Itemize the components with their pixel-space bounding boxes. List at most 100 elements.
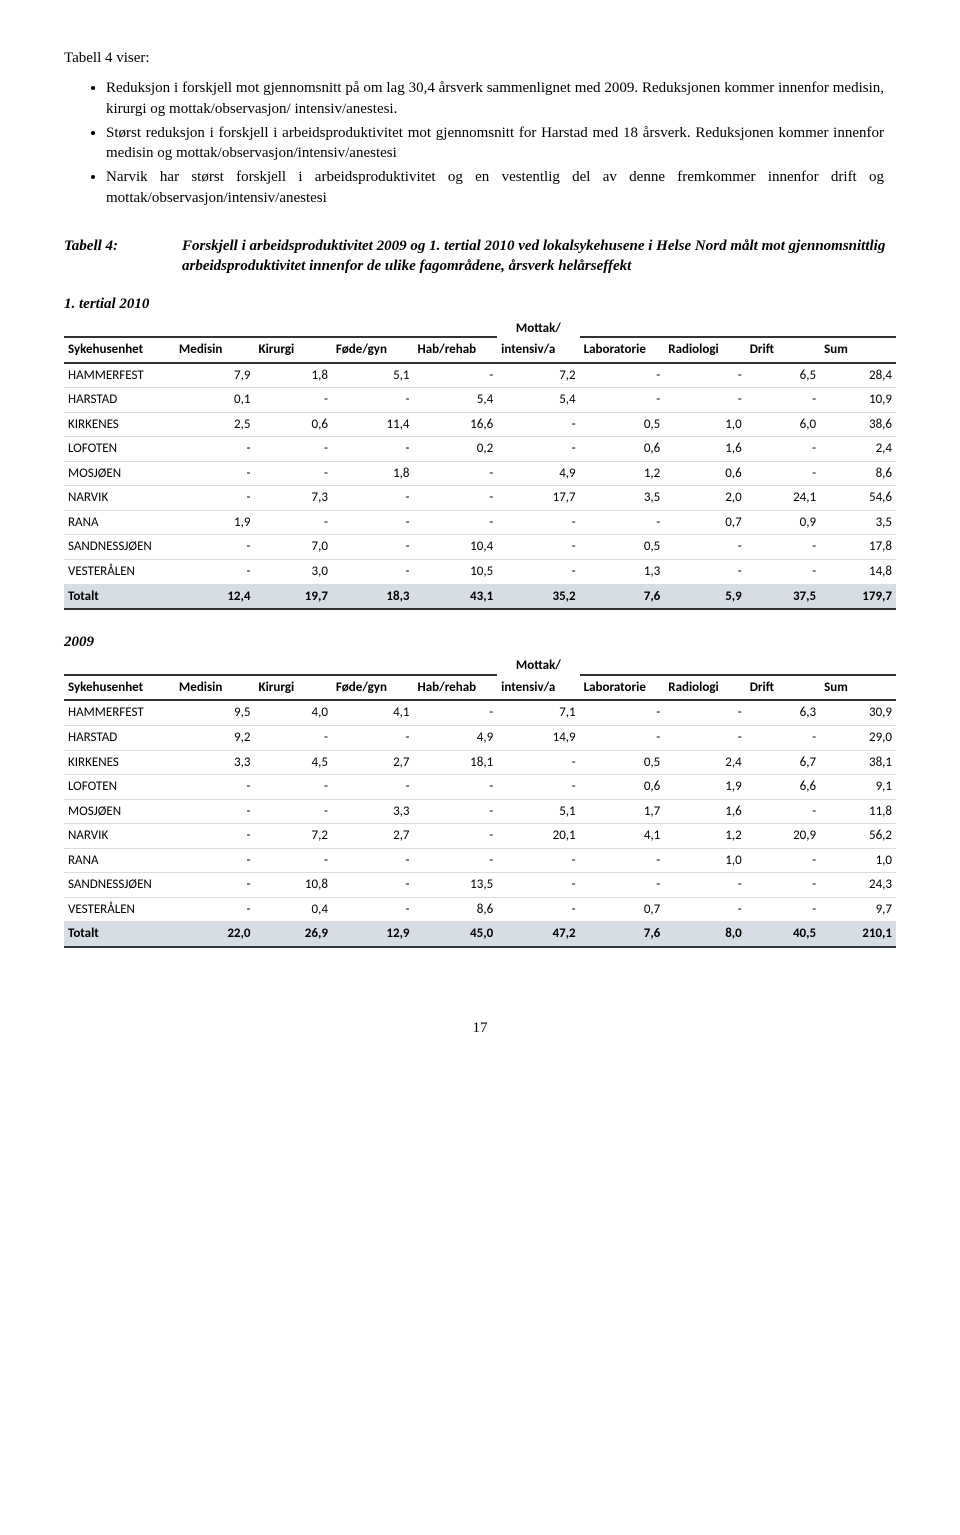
cell: - (746, 461, 820, 486)
cell: 0,6 (580, 775, 665, 800)
cell: 1,3 (580, 559, 665, 584)
cell: - (332, 559, 414, 584)
cell: 9,2 (175, 725, 255, 750)
col-header: Drift (746, 337, 820, 363)
bullet-item: Størst reduksjon i forskjell i arbeidspr… (106, 123, 896, 164)
cell: 56,2 (820, 824, 896, 849)
col-header: Føde/gyn (332, 337, 414, 363)
cell: 4,9 (497, 461, 579, 486)
total-cell: 19,7 (254, 584, 331, 609)
cell: 0,6 (254, 412, 331, 437)
mottak-header-top: Mottak/ (497, 654, 579, 675)
cell: 2,7 (332, 824, 414, 849)
table-row: KIRKENES2,50,611,416,6-0,51,06,038,6 (64, 412, 896, 437)
table-row: HAMMERFEST7,91,85,1-7,2--6,528,4 (64, 363, 896, 388)
total-row: Totalt12,419,718,343,135,27,65,937,5179,… (64, 584, 896, 609)
row-label: VESTERÅLEN (64, 559, 175, 584)
table-2010: Mottak/ Sykehusenhet Medisin Kirurgi Fød… (64, 317, 896, 611)
cell: 54,6 (820, 486, 896, 511)
total-cell: 45,0 (414, 922, 498, 947)
cell: - (580, 725, 665, 750)
table-row: LOFOTEN---0,2-0,61,6-2,4 (64, 437, 896, 462)
cell: 4,5 (254, 750, 331, 775)
total-label: Totalt (64, 584, 175, 609)
cell: - (175, 799, 255, 824)
cell: - (254, 775, 331, 800)
bullet-list: Reduksjon i forskjell mot gjennomsnitt p… (64, 78, 896, 208)
cell: 1,0 (664, 412, 745, 437)
col-header: Sum (820, 337, 896, 363)
cell: - (254, 388, 331, 413)
col-header: Medisin (175, 337, 255, 363)
cell: - (580, 388, 665, 413)
intro-text: Tabell 4 viser: (64, 48, 896, 68)
cell: 9,7 (820, 897, 896, 922)
cell: 2,4 (820, 437, 896, 462)
cell: 0,6 (580, 437, 665, 462)
bullet-item: Narvik har størst forskjell i arbeidspro… (106, 167, 896, 208)
table-row: KIRKENES3,34,52,718,1-0,52,46,738,1 (64, 750, 896, 775)
total-cell: 47,2 (497, 922, 579, 947)
table-row: NARVIK-7,22,7-20,14,11,220,956,2 (64, 824, 896, 849)
cell: 24,3 (820, 873, 896, 898)
cell: 5,1 (332, 363, 414, 388)
table-row: HARSTAD0,1--5,45,4---10,9 (64, 388, 896, 413)
cell: - (175, 873, 255, 898)
cell: 1,6 (664, 799, 745, 824)
cell: - (497, 559, 579, 584)
cell: 3,0 (254, 559, 331, 584)
total-cell: 26,9 (254, 922, 331, 947)
cell: 3,5 (820, 510, 896, 535)
subheading-2009: 2009 (64, 632, 896, 652)
total-cell: 12,9 (332, 922, 414, 947)
caption-label: Tabell 4: (64, 236, 182, 277)
cell: - (254, 848, 331, 873)
cell: 17,7 (497, 486, 579, 511)
cell: - (497, 775, 579, 800)
cell: - (746, 897, 820, 922)
cell: 1,2 (580, 461, 665, 486)
row-label: KIRKENES (64, 412, 175, 437)
cell: 4,1 (332, 700, 414, 725)
table-2009: Mottak/ Sykehusenhet Medisin Kirurgi Fød… (64, 654, 896, 948)
cell: - (254, 510, 331, 535)
cell: 7,3 (254, 486, 331, 511)
page-number: 17 (64, 1018, 896, 1038)
row-label: SANDNESSJØEN (64, 535, 175, 560)
col-header: intensiv/a (497, 337, 579, 363)
col-header: Radiologi (664, 675, 745, 701)
cell: 6,5 (746, 363, 820, 388)
total-cell: 12,4 (175, 584, 255, 609)
cell: - (580, 700, 665, 725)
cell: 7,9 (175, 363, 255, 388)
cell: 2,7 (332, 750, 414, 775)
cell: - (332, 486, 414, 511)
cell: - (332, 510, 414, 535)
cell: 5,4 (497, 388, 579, 413)
total-cell: 7,6 (580, 922, 665, 947)
cell: 7,0 (254, 535, 331, 560)
row-label: HAMMERFEST (64, 363, 175, 388)
cell: 4,9 (414, 725, 498, 750)
table-row: NARVIK-7,3--17,73,52,024,154,6 (64, 486, 896, 511)
bullet-item: Reduksjon i forskjell mot gjennomsnitt p… (106, 78, 896, 119)
cell: 4,0 (254, 700, 331, 725)
cell: 16,6 (414, 412, 498, 437)
cell: 9,5 (175, 700, 255, 725)
cell: - (746, 848, 820, 873)
total-cell: 5,9 (664, 584, 745, 609)
total-cell: 40,5 (746, 922, 820, 947)
cell: 2,0 (664, 486, 745, 511)
cell: - (332, 437, 414, 462)
table-row: HARSTAD9,2--4,914,9---29,0 (64, 725, 896, 750)
cell: - (746, 388, 820, 413)
cell: - (497, 437, 579, 462)
cell: 8,6 (820, 461, 896, 486)
cell: 6,7 (746, 750, 820, 775)
cell: 11,8 (820, 799, 896, 824)
col-unit: Sykehusenhet (64, 675, 175, 701)
cell: 28,4 (820, 363, 896, 388)
table-row: HAMMERFEST9,54,04,1-7,1--6,330,9 (64, 700, 896, 725)
cell: 1,7 (580, 799, 665, 824)
cell: - (580, 363, 665, 388)
